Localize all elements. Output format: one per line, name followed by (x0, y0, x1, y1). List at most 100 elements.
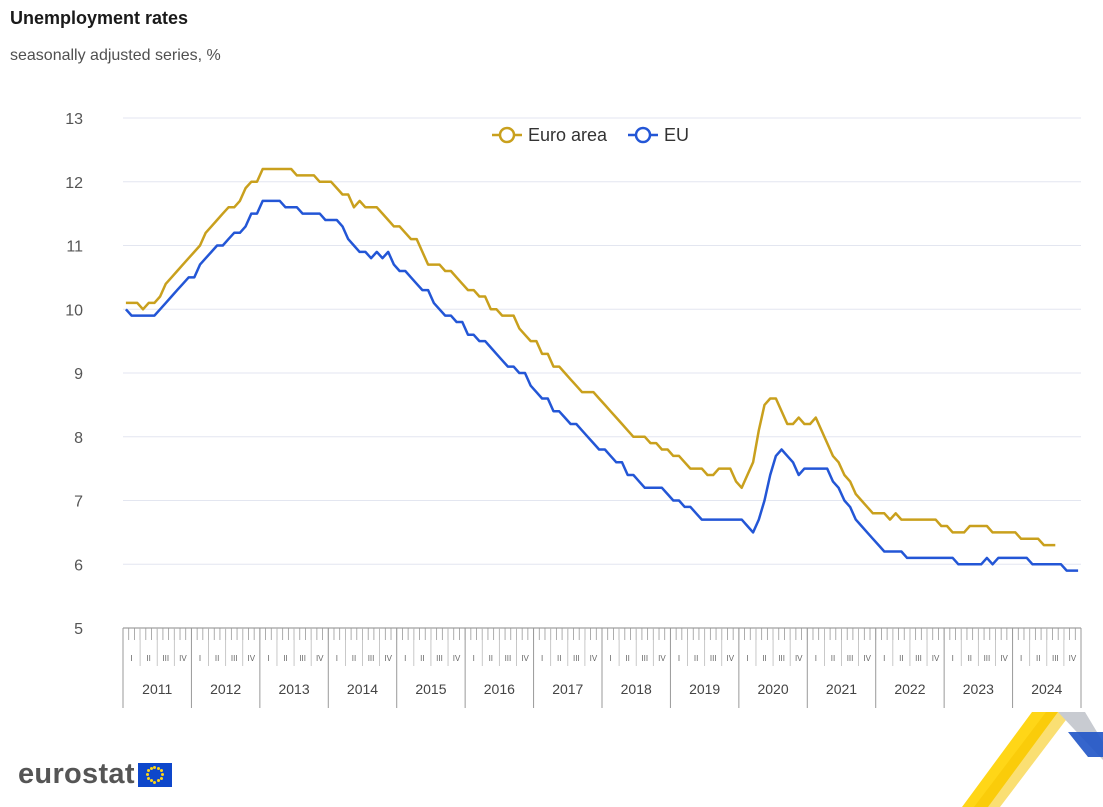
year-label: 2019 (689, 681, 720, 697)
series-line-euro-area (125, 167, 1056, 547)
quarter-label: III (436, 654, 443, 663)
quarter-label: III (162, 654, 169, 663)
quarter-label: II (694, 654, 698, 663)
quarter-label: III (778, 654, 785, 663)
quarter-label: IV (248, 654, 256, 663)
quarter-label: I (199, 654, 201, 663)
quarter-label: III (368, 654, 375, 663)
quarter-label: III (710, 654, 717, 663)
year-label: 2012 (210, 681, 241, 697)
year-label: 2014 (347, 681, 378, 697)
y-tick-label: 7 (74, 494, 83, 511)
flag-star (159, 776, 163, 780)
quarter-label: IV (453, 654, 461, 663)
quarter-label: II (968, 654, 972, 663)
flag-star (153, 765, 157, 769)
y-tick-label: 5 (74, 621, 83, 638)
flag-star (149, 766, 153, 770)
flag-star (145, 773, 149, 776)
legend-label: EU (664, 125, 689, 145)
quarter-label: III (573, 654, 580, 663)
quarter-label: II (899, 654, 903, 663)
flag-star (157, 779, 161, 783)
quarter-label: I (473, 654, 475, 663)
quarter-label: I (609, 654, 611, 663)
y-tick-label: 13 (65, 111, 83, 128)
y-tick-label: 8 (74, 430, 83, 447)
eurostat-logo[interactable]: eurostat (18, 758, 172, 791)
quarter-label: II (625, 654, 629, 663)
quarter-label: IV (590, 654, 598, 663)
quarter-label: III (847, 654, 854, 663)
quarter-label: I (746, 654, 748, 663)
quarter-label: IV (932, 654, 940, 663)
quarter-label: II (283, 654, 287, 663)
year-label: 2011 (142, 681, 172, 697)
quarter-label: I (267, 654, 269, 663)
quarter-label: I (336, 654, 338, 663)
quarter-label: IV (658, 654, 666, 663)
quarter-label: IV (863, 654, 871, 663)
year-label: 2021 (826, 681, 857, 697)
eu-flag-icon (137, 762, 172, 787)
quarter-label: II (215, 654, 219, 663)
flag-star (146, 769, 150, 773)
quarter-label: II (489, 654, 493, 663)
quarter-label: I (130, 654, 132, 663)
year-label: 2024 (1031, 681, 1062, 697)
chart-title: Unemployment rates (10, 8, 189, 28)
flag-star (153, 780, 157, 784)
quarter-label: IV (1000, 654, 1008, 663)
quarter-label: I (815, 654, 817, 663)
quarter-label: I (404, 654, 406, 663)
quarter-label: II (420, 654, 424, 663)
quarter-label: I (1020, 654, 1022, 663)
quarter-label: I (541, 654, 543, 663)
chart-subtitle: seasonally adjusted series, % (10, 47, 221, 64)
flag-star (149, 779, 153, 783)
quarter-label: IV (1069, 654, 1077, 663)
quarter-label: III (1052, 654, 1059, 663)
quarter-label: II (557, 654, 561, 663)
quarter-label: IV (384, 654, 392, 663)
year-label: 2016 (484, 681, 515, 697)
quarter-label: I (952, 654, 954, 663)
quarter-label: II (146, 654, 150, 663)
quarter-label: III (299, 654, 306, 663)
y-tick-label: 11 (66, 239, 83, 256)
brand-name: eurostat (18, 758, 135, 790)
quarter-label: III (984, 654, 991, 663)
quarter-label: II (762, 654, 766, 663)
quarter-label: IV (521, 654, 529, 663)
y-tick-label: 9 (74, 366, 83, 383)
flag-star (157, 766, 161, 770)
quarter-label: I (678, 654, 680, 663)
quarter-label: IV (316, 654, 324, 663)
quarter-label: III (641, 654, 648, 663)
quarter-label: IV (727, 654, 735, 663)
quarter-label: IV (795, 654, 803, 663)
y-tick-label: 12 (65, 175, 83, 192)
year-label: 2020 (757, 681, 788, 697)
flag-star (159, 769, 163, 773)
series-line-eu (124, 199, 1079, 572)
year-label: 2015 (415, 681, 446, 697)
quarter-label: I (883, 654, 885, 663)
quarter-label: III (231, 654, 238, 663)
year-label: 2017 (552, 681, 583, 697)
y-tick-label: 10 (65, 302, 83, 319)
year-label: 2018 (621, 681, 652, 697)
legend-marker (498, 126, 516, 144)
legend-label: Euro area (528, 125, 608, 145)
quarter-label: II (352, 654, 356, 663)
year-label: 2022 (894, 681, 925, 697)
legend-marker (634, 126, 652, 144)
flag-star (160, 773, 164, 776)
quarter-label: IV (179, 654, 187, 663)
year-label: 2023 (963, 681, 994, 697)
corner-decoration (962, 712, 1103, 807)
quarter-label: II (1036, 654, 1040, 663)
flag-star (146, 776, 150, 780)
y-tick-label: 6 (74, 557, 83, 574)
